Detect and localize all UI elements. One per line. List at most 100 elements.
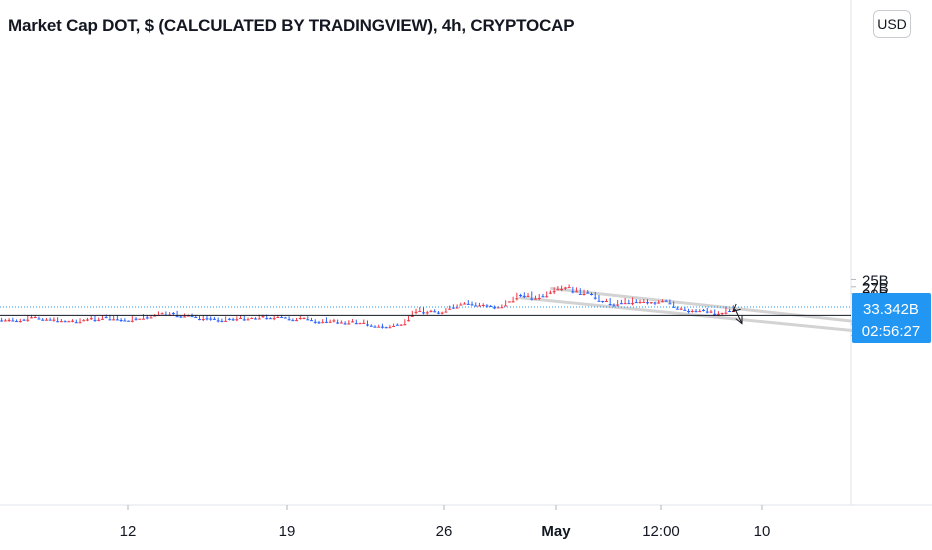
- candle-body: [313, 321, 317, 323]
- candle-body: [616, 304, 620, 306]
- candle: [201, 315, 205, 322]
- candle: [268, 317, 272, 320]
- candle: [623, 297, 627, 305]
- candle-body: [593, 297, 597, 299]
- candle-body: [171, 313, 175, 315]
- candle-body: [672, 306, 676, 308]
- candle-body: [590, 293, 594, 295]
- candle: [313, 319, 317, 324]
- candle-body: [108, 319, 112, 321]
- time-axis[interactable]: 12 19 26 May 12:00 10: [120, 505, 771, 540]
- candle-body: [492, 307, 496, 309]
- candle-body: [399, 324, 403, 326]
- candle-body: [560, 289, 564, 291]
- candle: [212, 316, 216, 320]
- candle: [78, 318, 82, 324]
- candle: [302, 317, 306, 320]
- candle-body: [280, 316, 284, 318]
- candle-body: [358, 323, 362, 325]
- channel-line[interactable]: [518, 296, 910, 338]
- candle: [492, 305, 496, 310]
- candle-body: [724, 312, 728, 314]
- candle-body: [242, 319, 246, 321]
- candle: [56, 317, 60, 323]
- candle: [86, 317, 90, 322]
- candle: [429, 309, 433, 313]
- candle-body: [347, 323, 351, 325]
- candle-body: [597, 300, 601, 302]
- candle: [410, 310, 414, 317]
- candle: [403, 319, 407, 326]
- candle: [634, 299, 638, 304]
- candle: [612, 303, 616, 307]
- candle-body: [138, 318, 142, 320]
- candle: [15, 319, 19, 323]
- x-tick-label: 10: [754, 523, 771, 540]
- candle-body: [272, 318, 276, 320]
- candle-body: [324, 321, 328, 323]
- candle-body: [227, 318, 231, 320]
- candle-body: [179, 316, 183, 318]
- candle: [119, 318, 123, 322]
- candle-body: [664, 300, 668, 302]
- channel-drawing[interactable]: [518, 287, 910, 338]
- candle-body: [317, 322, 321, 324]
- candle-body: [160, 313, 164, 315]
- candle: [209, 316, 213, 321]
- candle: [724, 306, 728, 315]
- candle-body: [422, 312, 426, 314]
- candle: [336, 319, 340, 325]
- candle-body: [463, 303, 467, 305]
- candle-body: [507, 301, 511, 303]
- candle: [242, 315, 246, 321]
- candle-body: [694, 311, 698, 313]
- candle-body: [310, 320, 314, 322]
- candle: [709, 309, 713, 314]
- candle: [444, 307, 448, 313]
- candle-body: [455, 307, 459, 309]
- candle-body: [71, 320, 75, 322]
- candle: [235, 316, 239, 322]
- candle: [694, 308, 698, 313]
- currency-button[interactable]: USD: [873, 10, 911, 38]
- candle: [358, 322, 362, 325]
- candle: [586, 290, 590, 294]
- candle-body: [563, 287, 567, 289]
- channel-line[interactable]: [550, 287, 910, 329]
- candle: [48, 317, 52, 321]
- candle-body: [687, 311, 691, 313]
- candle: [130, 315, 134, 323]
- candle: [93, 315, 97, 322]
- candle-body: [534, 298, 538, 300]
- candle: [541, 293, 545, 298]
- candle: [649, 301, 653, 304]
- small-arrow[interactable]: [732, 303, 741, 313]
- grid: [0, 0, 932, 506]
- candle: [366, 320, 370, 327]
- candle: [380, 323, 384, 329]
- candle-body: [380, 326, 384, 328]
- candle-body: [496, 307, 500, 309]
- candle-body: [657, 302, 661, 304]
- candle: [112, 315, 116, 321]
- target-arrow[interactable]: [734, 309, 743, 325]
- candle: [548, 290, 552, 295]
- candle-body: [720, 312, 724, 314]
- candle-body: [298, 318, 302, 320]
- drawings[interactable]: [732, 303, 743, 325]
- candle-body: [634, 302, 638, 304]
- candle: [332, 318, 336, 323]
- candle-body: [485, 305, 489, 307]
- candle: [522, 292, 526, 299]
- candle: [511, 296, 515, 303]
- candle: [489, 304, 493, 308]
- candle-body: [530, 298, 534, 300]
- candle-body: [93, 319, 97, 321]
- last-price-label: 33.342B: [863, 301, 919, 318]
- x-tick-label: 26: [436, 523, 453, 540]
- candle-body: [440, 312, 444, 314]
- candle: [175, 310, 179, 318]
- candle-body: [474, 305, 478, 307]
